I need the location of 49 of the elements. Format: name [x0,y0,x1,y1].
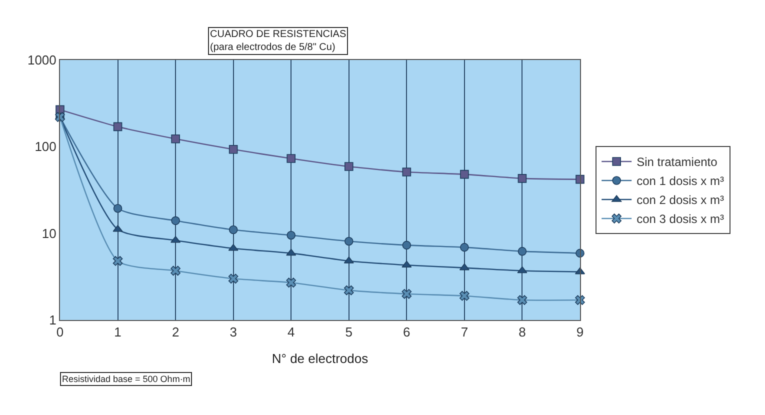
point [344,162,354,171]
point [518,246,527,256]
point [286,154,296,163]
y-tick-label: 1000 [27,52,56,68]
point [460,170,469,179]
point [402,288,412,299]
point [344,236,354,246]
point [518,174,527,183]
point [170,236,181,243]
point [113,204,122,213]
legend-label: con 2 dosis x m³ [636,193,724,208]
point [112,256,123,266]
point [402,240,412,250]
x-tick-label: 8 [518,324,526,340]
y-tick-label: 100 [34,139,56,154]
point [228,225,238,234]
point [286,230,296,240]
legend-label: con 1 dosis x m³ [636,174,724,188]
x-tick-label: 3 [230,324,237,340]
x-tick-label: 0 [56,324,64,340]
x-tick-label: 9 [576,324,584,340]
point [460,242,469,252]
legend-label: con 3 dosis x m³ [636,212,724,226]
point [113,122,122,132]
point [171,216,180,226]
point [228,145,238,154]
point [171,134,180,144]
point [517,295,528,305]
point [170,266,180,276]
point [228,274,238,284]
x-tick-label: 6 [403,324,410,340]
point [459,263,470,270]
x-tick-label: 2 [172,324,180,340]
point [286,248,296,256]
point [286,278,296,288]
legend-label: Sin tratamiento [636,155,718,170]
x-tick-label: 5 [345,324,353,340]
point [344,285,354,296]
x-tick-label: 1 [114,324,122,340]
x-tick-label: 4 [287,324,295,340]
y-tick-label: 1 [49,312,56,328]
point [402,168,412,176]
x-tick-label: 7 [460,324,468,340]
point [460,290,470,301]
point [517,266,528,274]
text: Resistividad base = 500 Ohm·m [62,374,190,384]
chart-title: CUADRO DE RESISTENCIAS (para electrodos de 5/8" Cu) [210,29,346,53]
x-axis-title: N° de electrodos [272,351,369,366]
y-tick-label: 10 [42,226,56,241]
